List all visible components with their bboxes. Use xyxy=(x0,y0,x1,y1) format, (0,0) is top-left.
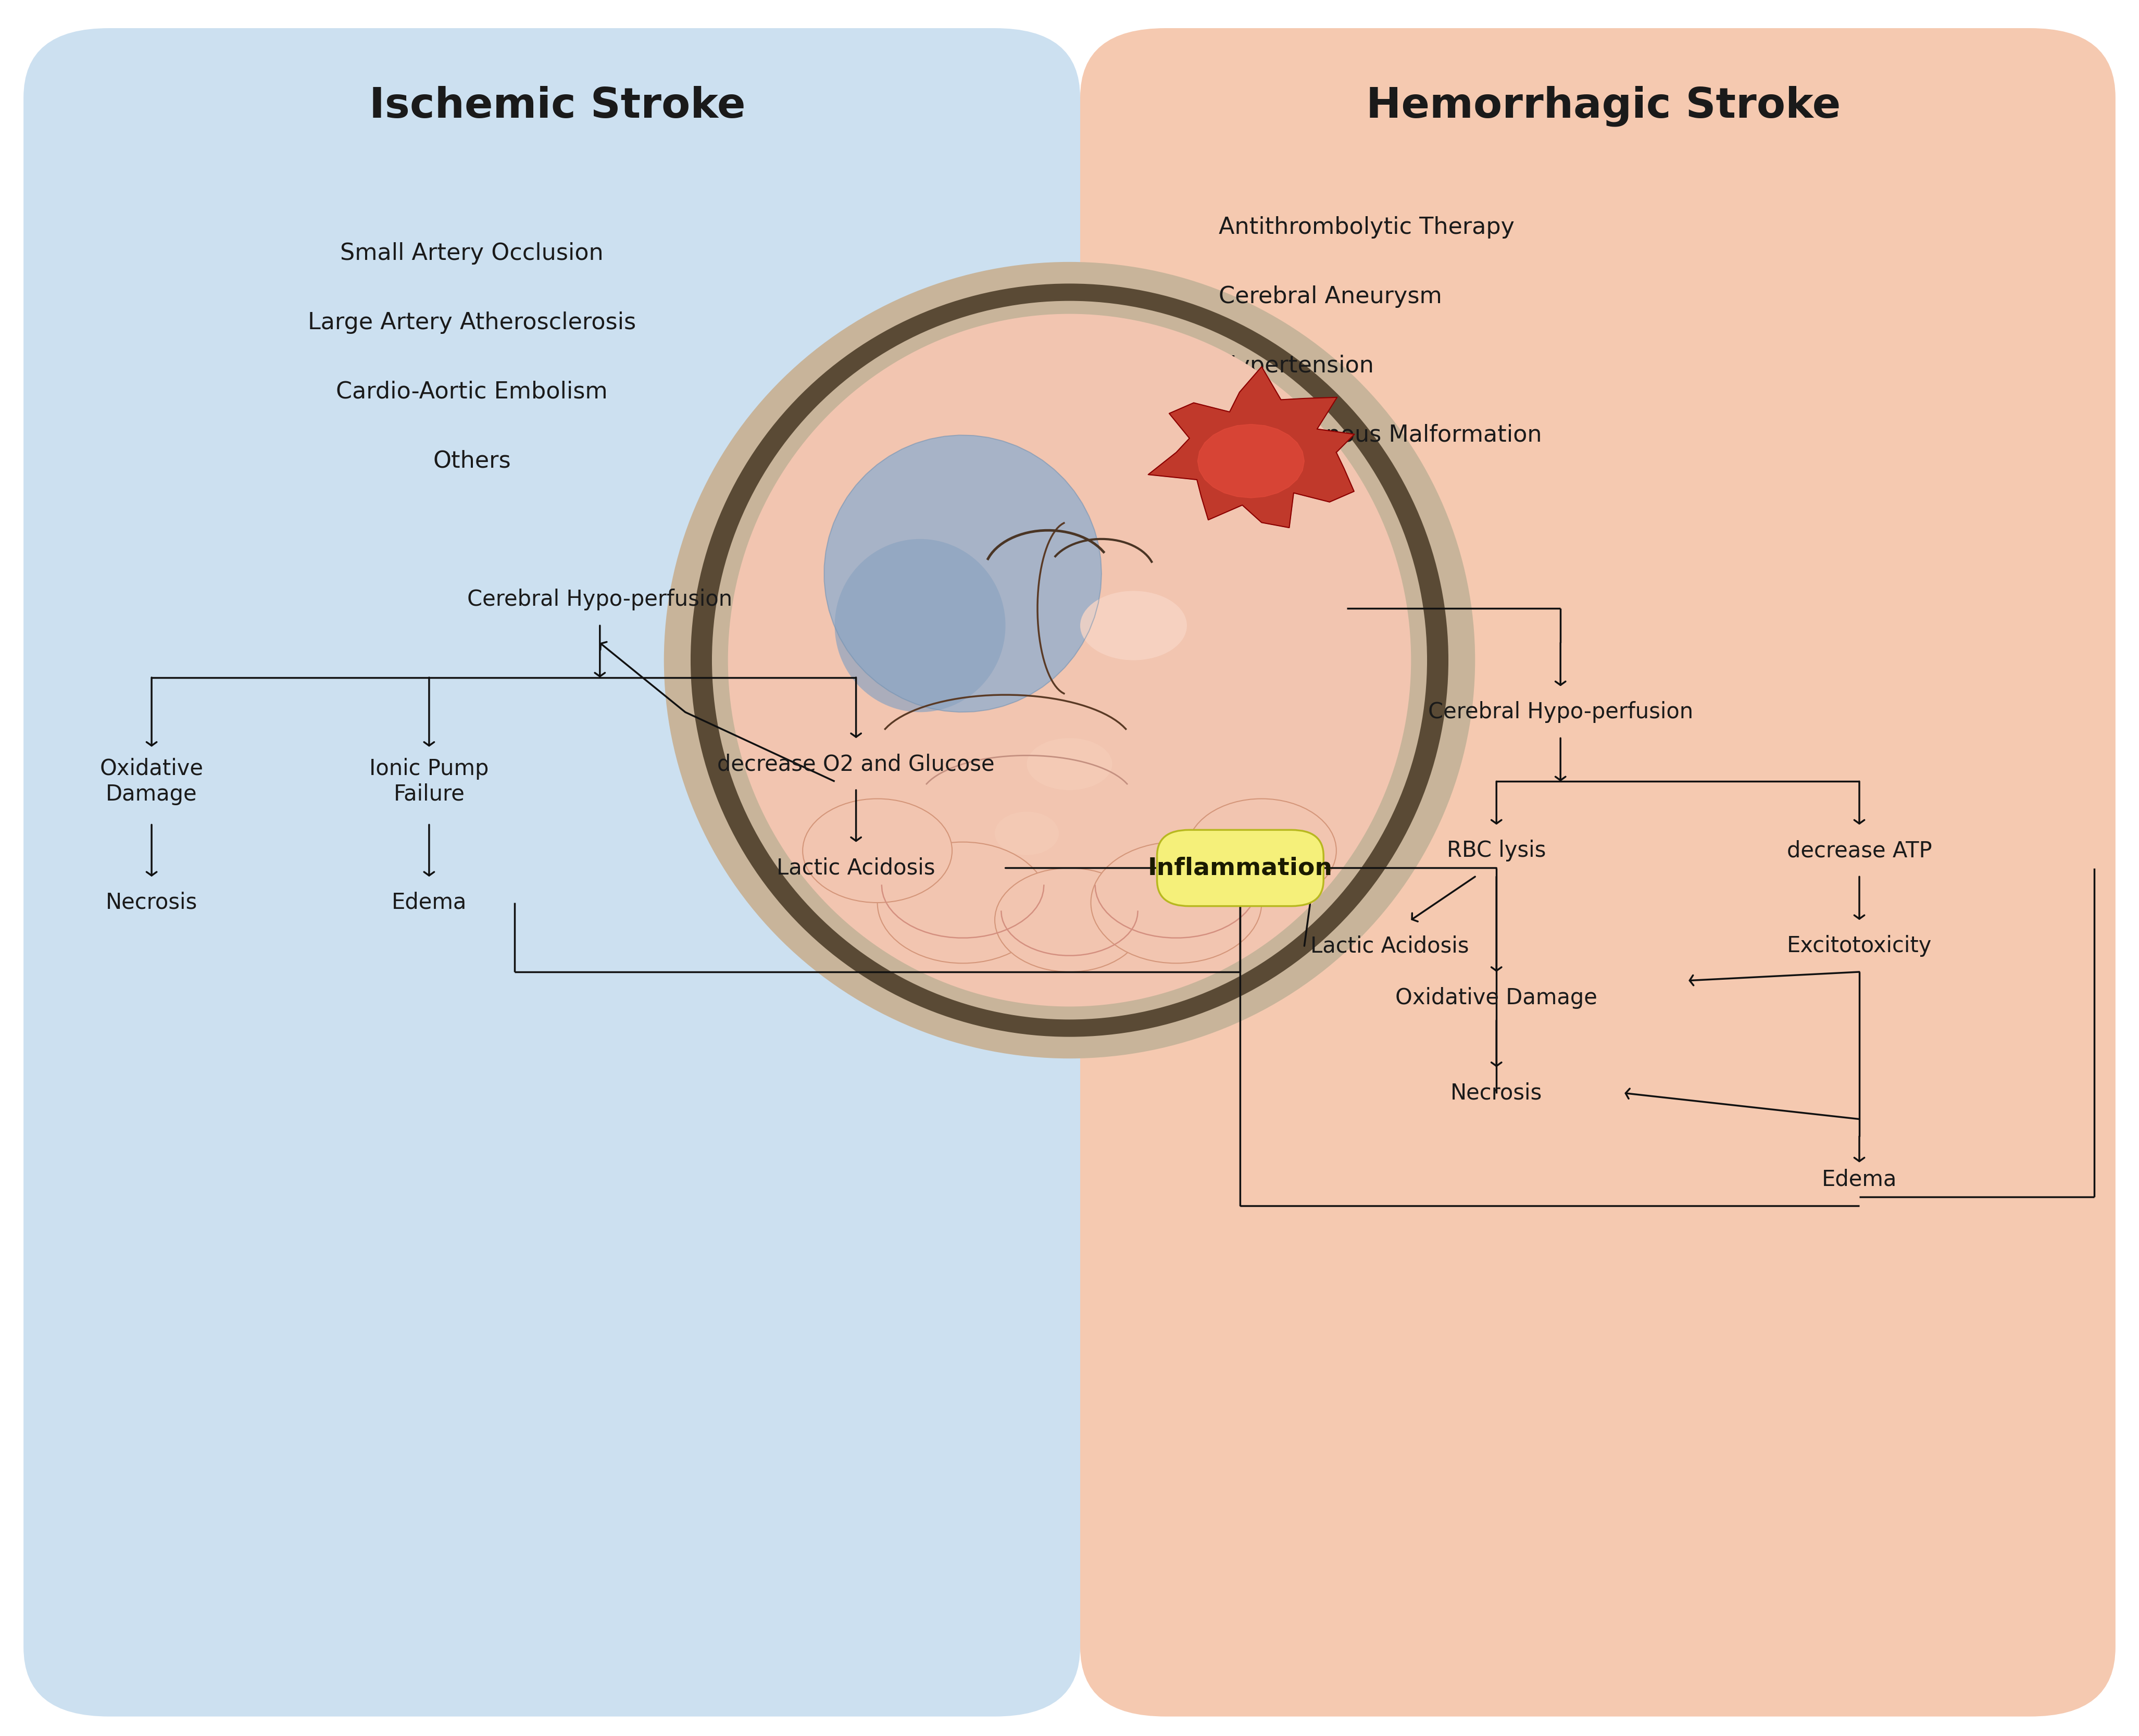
FancyBboxPatch shape xyxy=(1157,830,1324,906)
Ellipse shape xyxy=(1027,738,1112,790)
Text: Ischemic Stroke: Ischemic Stroke xyxy=(370,85,744,127)
Text: Ionic Pump
Failure: Ionic Pump Failure xyxy=(370,759,490,806)
Text: Trauma: Trauma xyxy=(1219,493,1305,516)
FancyBboxPatch shape xyxy=(1080,28,2115,1717)
Ellipse shape xyxy=(802,799,952,903)
Ellipse shape xyxy=(712,300,1427,1019)
Text: Hemorrhagic Stroke: Hemorrhagic Stroke xyxy=(1367,85,1840,127)
Text: Lactic Acidosis: Lactic Acidosis xyxy=(776,858,935,878)
Ellipse shape xyxy=(1187,799,1337,903)
Text: decrease ATP: decrease ATP xyxy=(1786,840,1932,861)
Text: Lactic Acidosis: Lactic Acidosis xyxy=(1311,936,1469,957)
FancyBboxPatch shape xyxy=(24,28,1080,1717)
Text: Small Artery Occlusion: Small Artery Occlusion xyxy=(340,241,603,264)
Ellipse shape xyxy=(877,842,1048,963)
Text: Antithrombolytic Therapy: Antithrombolytic Therapy xyxy=(1219,215,1514,238)
Text: Cerebral Hypo-perfusion: Cerebral Hypo-perfusion xyxy=(1429,701,1694,724)
Ellipse shape xyxy=(995,868,1144,972)
Text: Necrosis: Necrosis xyxy=(105,892,197,913)
Text: Cardio-Aortic Embolism: Cardio-Aortic Embolism xyxy=(336,380,607,403)
Text: Others: Others xyxy=(432,450,511,472)
Ellipse shape xyxy=(1080,590,1187,660)
Text: Oxidative Damage: Oxidative Damage xyxy=(1395,988,1598,1009)
Polygon shape xyxy=(1198,424,1305,498)
Ellipse shape xyxy=(834,538,1005,712)
Text: RBC lysis: RBC lysis xyxy=(1446,840,1546,861)
Text: Hypertension: Hypertension xyxy=(1219,354,1373,377)
Text: Large Artery Atherosclerosis: Large Artery Atherosclerosis xyxy=(308,311,635,333)
Ellipse shape xyxy=(995,812,1059,856)
Ellipse shape xyxy=(691,283,1448,1036)
Polygon shape xyxy=(1149,366,1354,528)
Text: Excitotoxicity: Excitotoxicity xyxy=(1786,936,1932,957)
Ellipse shape xyxy=(727,314,1412,1007)
Ellipse shape xyxy=(663,262,1476,1059)
Text: Oxidative
Damage: Oxidative Damage xyxy=(101,759,203,806)
Text: Necrosis: Necrosis xyxy=(1450,1082,1542,1104)
Text: Inflammation: Inflammation xyxy=(1149,856,1333,880)
Text: Cerebral Aneurysm: Cerebral Aneurysm xyxy=(1219,285,1442,307)
Text: decrease O2 and Glucose: decrease O2 and Glucose xyxy=(717,753,995,774)
Ellipse shape xyxy=(1091,842,1262,963)
Text: Cerebral Hypo-perfusion: Cerebral Hypo-perfusion xyxy=(466,589,732,611)
Ellipse shape xyxy=(824,436,1102,712)
Text: Arteriovenous Malformation: Arteriovenous Malformation xyxy=(1219,424,1542,446)
Text: Edema: Edema xyxy=(1822,1168,1897,1191)
Text: Edema: Edema xyxy=(391,892,466,913)
